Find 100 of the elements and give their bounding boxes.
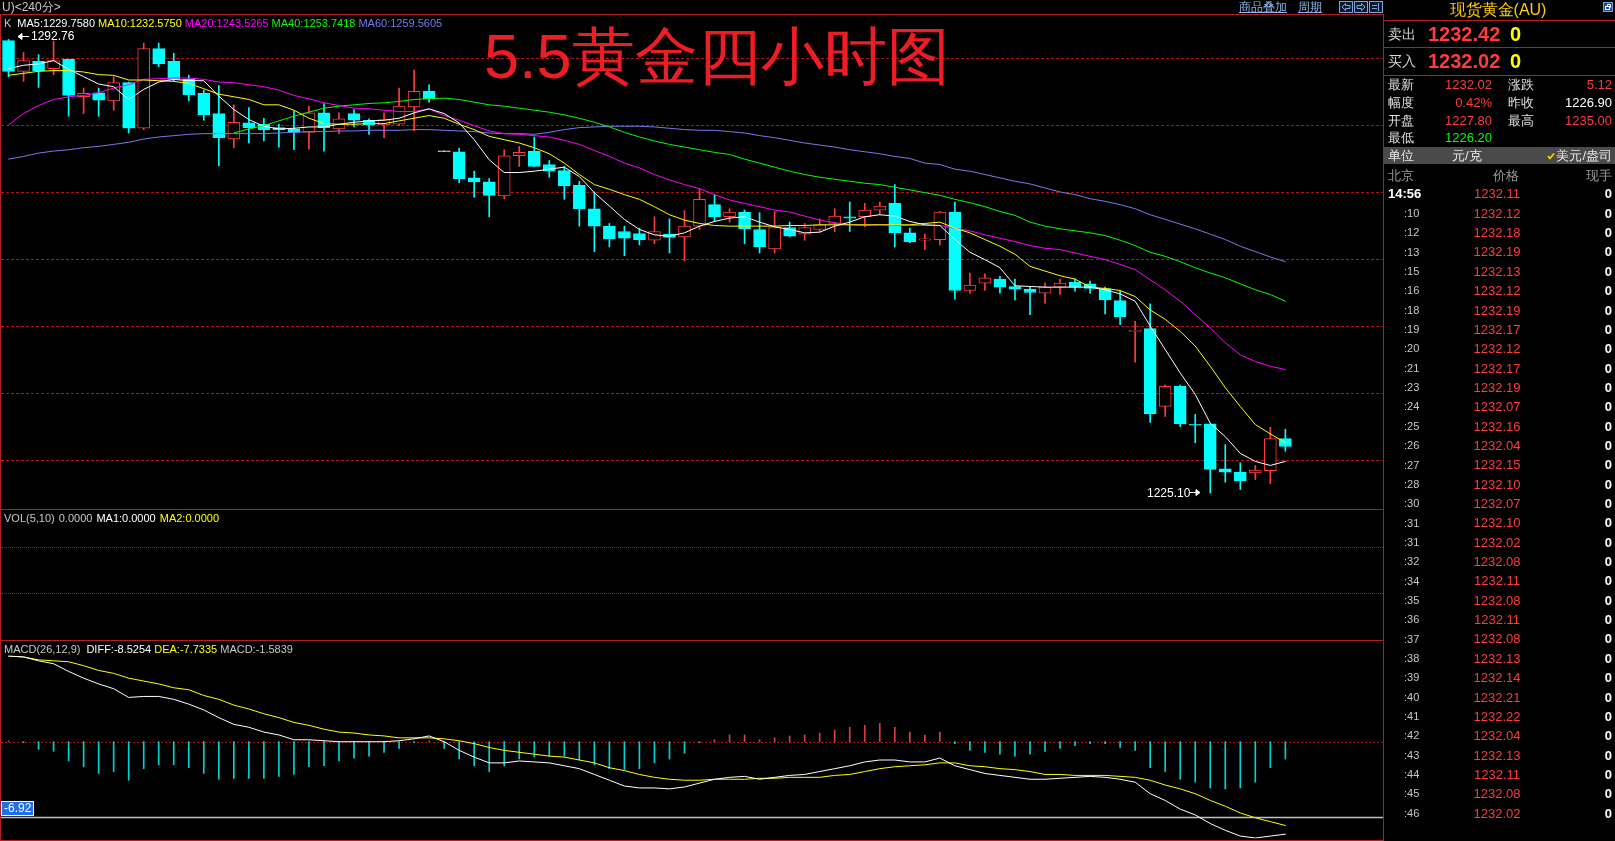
text: 0 bbox=[1604, 766, 1612, 783]
text: 0 bbox=[1604, 205, 1612, 222]
annotation: 1225.10 bbox=[1147, 486, 1191, 500]
text: 1232.12 bbox=[1473, 341, 1521, 357]
text: 0 bbox=[1604, 612, 1612, 628]
text: :20 bbox=[1404, 342, 1420, 356]
text: :37 bbox=[1404, 632, 1420, 646]
text: 0 bbox=[1604, 263, 1612, 280]
text: 1232.16 bbox=[1473, 418, 1521, 435]
text: 0.42% bbox=[1455, 94, 1492, 111]
text: 卖出 bbox=[1388, 25, 1416, 43]
text: 1232.11 bbox=[1473, 612, 1521, 628]
text: 0 bbox=[1604, 399, 1612, 415]
text: MA60:1259.5605 bbox=[358, 17, 443, 30]
text: 1232.12 bbox=[1473, 283, 1521, 299]
text: 1232.13 bbox=[1473, 263, 1521, 280]
text: :26 bbox=[1404, 439, 1420, 453]
text: 0 bbox=[1604, 341, 1612, 357]
text: 1232.02 bbox=[1445, 77, 1492, 93]
text: 1232.14 bbox=[1473, 670, 1521, 686]
text: :12 bbox=[1404, 226, 1420, 240]
text: :19 bbox=[1404, 323, 1420, 337]
text: VOL(5,10) bbox=[4, 512, 55, 525]
text: U)<240分> bbox=[2, 0, 61, 14]
text: 1232.19 bbox=[1473, 302, 1521, 319]
text: :10 bbox=[1404, 206, 1420, 221]
text: :13 bbox=[1404, 245, 1420, 259]
text: 1232.21 bbox=[1473, 689, 1521, 706]
text: 1227.80 bbox=[1445, 112, 1492, 129]
text: 1232.18 bbox=[1473, 225, 1521, 241]
text: 开盘 bbox=[1388, 112, 1414, 129]
text: MA5:1229.7580 bbox=[17, 17, 96, 30]
text: 1235.00 bbox=[1565, 112, 1612, 129]
text: 0 bbox=[1604, 186, 1612, 202]
text: MA10:1232.5750 bbox=[98, 17, 182, 30]
text: 1232.02 bbox=[1473, 534, 1521, 551]
text: :40 bbox=[1404, 690, 1420, 704]
text: :34 bbox=[1404, 574, 1420, 588]
text: :32 bbox=[1404, 555, 1420, 569]
text: 0 bbox=[1604, 457, 1612, 473]
text: 1232.10 bbox=[1473, 476, 1521, 493]
text: :38 bbox=[1404, 652, 1420, 666]
text: :39 bbox=[1404, 671, 1420, 685]
text: :31 bbox=[1404, 535, 1420, 550]
text: 1232.12 bbox=[1473, 205, 1521, 222]
text: 美元/盎司 bbox=[1556, 148, 1612, 164]
text: 1232.17 bbox=[1473, 360, 1521, 377]
text: 1232.11 bbox=[1473, 766, 1521, 783]
text: 1226.20 bbox=[1445, 130, 1492, 146]
text: 0 bbox=[1604, 302, 1612, 319]
text: 涨跌 bbox=[1508, 77, 1534, 93]
text: :27 bbox=[1404, 458, 1420, 472]
text: MA20:1243.5265 bbox=[184, 17, 269, 30]
text: 0 bbox=[1604, 437, 1612, 454]
text: :44 bbox=[1404, 768, 1420, 782]
text: DIFF:-8.5254 bbox=[86, 643, 152, 656]
text: :25 bbox=[1404, 419, 1420, 433]
legend-title: MACD(26,12,9) bbox=[4, 643, 81, 656]
text: 0 bbox=[1604, 360, 1612, 377]
text: 0 bbox=[1510, 22, 1522, 46]
text: 1232.17 bbox=[1473, 321, 1521, 338]
text: 0 bbox=[1604, 592, 1612, 609]
text: :31 bbox=[1404, 516, 1420, 530]
text: :43 bbox=[1404, 748, 1420, 762]
text: 最低 bbox=[1388, 130, 1414, 146]
text: 0 bbox=[1604, 554, 1612, 570]
text: 1232.19 bbox=[1473, 244, 1521, 261]
text: 价格 bbox=[1493, 168, 1519, 184]
legend-title: K bbox=[4, 17, 12, 30]
text: 1232.22 bbox=[1473, 708, 1521, 725]
text: 周期 bbox=[1298, 0, 1322, 14]
text: 0 bbox=[1604, 786, 1612, 802]
annotation: -6.92 bbox=[1, 801, 35, 816]
text: :18 bbox=[1404, 303, 1420, 317]
text: 现手 bbox=[1586, 168, 1612, 184]
text: MA1:0.0000 bbox=[96, 512, 156, 525]
text: 0 bbox=[1604, 476, 1612, 493]
text: 1232.02 bbox=[1473, 805, 1521, 822]
text: :30 bbox=[1404, 497, 1420, 511]
text: 单位 bbox=[1388, 148, 1414, 164]
text: 0 bbox=[1604, 534, 1612, 551]
text: :41 bbox=[1404, 710, 1420, 724]
text: DEA:-7.7335 bbox=[154, 643, 218, 656]
text: 昨收 bbox=[1508, 94, 1534, 111]
text: :45 bbox=[1404, 787, 1420, 801]
text: 1232.07 bbox=[1473, 496, 1521, 512]
text: 1232.02 bbox=[1428, 49, 1501, 73]
text: 0 bbox=[1604, 670, 1612, 686]
text: 幅度 bbox=[1388, 94, 1414, 111]
text: 1232.04 bbox=[1473, 728, 1521, 744]
text: 0 bbox=[1604, 573, 1612, 589]
text: 1232.08 bbox=[1473, 786, 1521, 802]
text: :28 bbox=[1404, 477, 1420, 492]
text: :42 bbox=[1404, 729, 1420, 743]
text: MA40:1253.7418 bbox=[271, 17, 356, 30]
text: 最高 bbox=[1508, 112, 1534, 129]
text: 1232.13 bbox=[1473, 650, 1521, 667]
text: 1232.08 bbox=[1473, 554, 1521, 570]
text: :21 bbox=[1404, 361, 1420, 375]
text: 0 bbox=[1604, 283, 1612, 299]
